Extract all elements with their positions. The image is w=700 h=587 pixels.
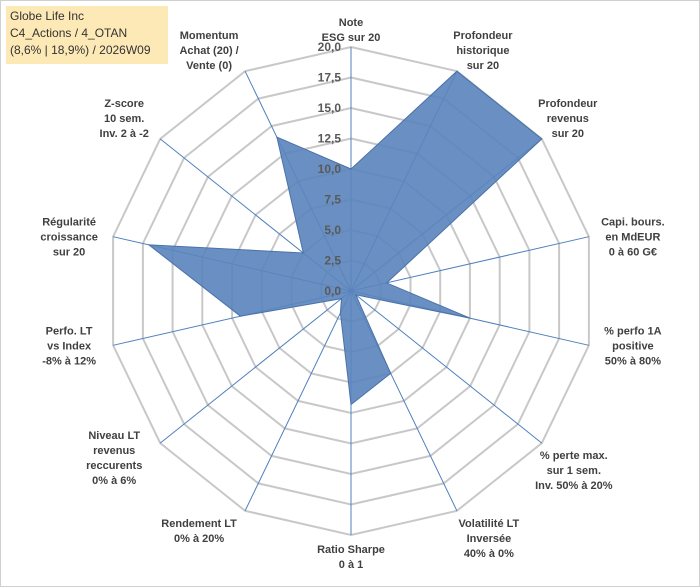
axis-label-line: Profondeur [538,98,598,110]
axis-label-line: Rendement LT [161,518,237,530]
axis-label-line: Ratio Sharpe [317,544,385,556]
axis-label-line: reccurents [86,460,142,472]
axis-label-line: ESG sur 20 [322,32,381,44]
axis-label-line: sur 20 [53,247,85,259]
axis-label-line: Inversée [467,533,512,545]
axis-label-line: 50% à 80% [605,355,661,367]
axis-label: Z-score 10 sem. Inv. 2 à -2 [100,98,149,140]
axis-label-line: sur 20 [467,60,499,72]
axis-spoke [350,236,590,292]
axis-label: % perfo 1A positive 50% à 80% [604,325,662,367]
axis-label-line: positive [612,340,654,352]
axis-spoke [350,290,543,444]
tick-label: 20,0 [318,40,342,54]
tick-label: 0,0 [324,284,341,298]
axis-label-line: Perfo. LT [46,325,93,337]
axis-label-line: Capi. bours. [601,217,665,229]
axis-label-line: Inv. 2 à -2 [100,128,149,140]
tick-label: 15,0 [318,101,342,115]
axis-label: Note ESG sur 20 [322,17,381,44]
axis-label-line: en MdEUR [605,232,660,244]
axis-label-line: historique [456,45,509,57]
axis-label-line: revenus [93,445,135,457]
axis-label-line: vs Index [47,340,92,352]
axis-label: Profondeur historique sur 20 [453,30,513,72]
axis-label: Momentum Achat (20) / Vente (0) [179,30,238,72]
axis-label-line: sur 20 [552,128,584,140]
axis-spoke [159,290,352,444]
axis-label-line: 0 à 60 G€ [609,247,657,259]
axis-label: Ratio Sharpe 0 à 1 [317,544,385,571]
axis-label-line: sur 1 sem. [547,465,601,477]
axis-label-line: Achat (20) / [179,45,238,57]
axis-label-line: 40% à 0% [464,548,514,560]
tick-label: 17,5 [318,71,342,85]
axis-label-line: Niveau LT [88,430,140,442]
axis-label-line: revenus [547,113,589,125]
tick-label: 7,5 [324,193,341,207]
axis-label-line: 0% à 20% [174,533,224,545]
axis-label-line: Note [339,17,363,29]
company-name: Globe Life Inc [10,9,85,23]
tick-label: 2,5 [324,254,341,268]
data-series-area [147,70,543,406]
axis-label: Capi. bours. en MdEUR 0 à 60 G€ [601,217,665,259]
axis-label-line: Régularité [42,217,96,229]
portfolio-name: C4_Actions / 4_OTAN [10,26,128,40]
axis-label-line: croissance [40,232,97,244]
axis-label-line: Z-score [104,98,144,110]
axis-label-line: Vente (0) [186,60,232,72]
axis-label: Volatilité LT Inversée 40% à 0% [459,518,520,560]
info-box: Globe Life Inc C4_Actions / 4_OTAN (8,6%… [6,6,168,64]
axis-label-line: Momentum [180,30,239,42]
axis-label: Régularité croissance sur 20 [40,217,97,259]
axis-label-line: 0% à 6% [92,475,136,487]
axis-label-line: 10 sem. [104,113,144,125]
axis-label-line: 0 à 1 [339,559,363,571]
axis-label-line: -8% à 12% [42,355,96,367]
tick-label: 12,5 [318,132,342,146]
axis-label-line: Profondeur [453,30,513,42]
tick-label: 10,0 [318,162,342,176]
axis-label-line: % perfo 1A [604,325,662,337]
axis-spoke [244,290,352,512]
axis-label-line: Inv. 50% à 20% [535,480,613,492]
axis-label-line: % perte max. [540,450,608,462]
tick-label: 5,0 [324,223,341,237]
axis-label: Rendement LT 0% à 20% [161,518,237,545]
axis-label: Profondeur revenus sur 20 [538,98,598,140]
axis-label: % perte max. sur 1 sem. Inv. 50% à 20% [535,450,613,492]
performance-stats: (8,6% | 18,9%) / 2026W09 [10,43,151,57]
axis-label: Perfo. LT vs Index -8% à 12% [42,325,96,367]
axis-label-line: Volatilité LT [459,518,520,530]
axis-label: Niveau LT revenus reccurents 0% à 6% [86,430,142,487]
